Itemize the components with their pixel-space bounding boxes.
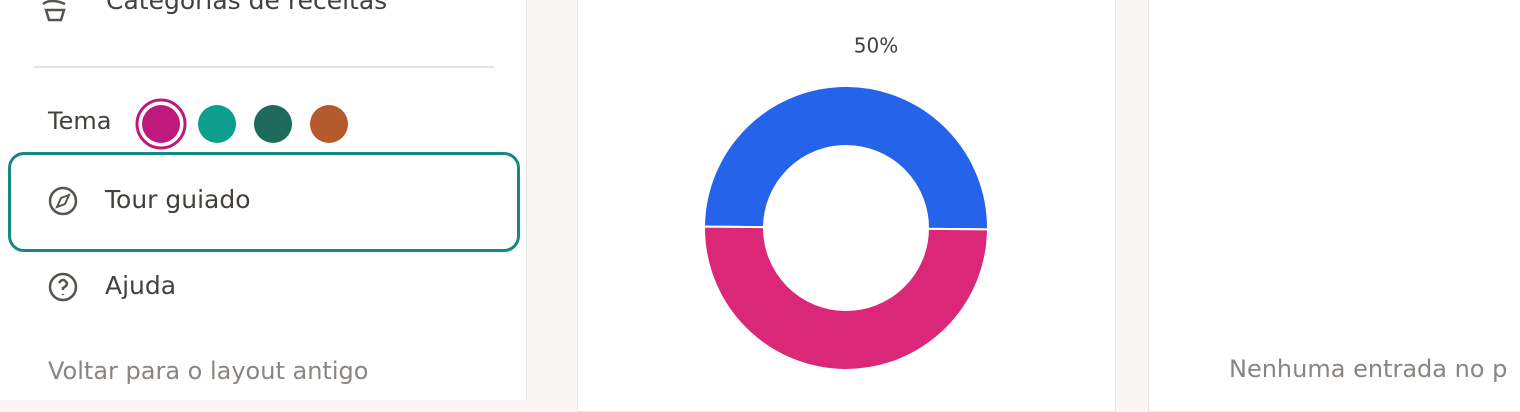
theme-selected-ring[interactable] <box>135 98 187 150</box>
overlay: 50% <box>42 0 990 371</box>
divider <box>33 66 494 68</box>
empty-message: Nenhuma entrada no p <box>1229 355 1508 383</box>
slice-label: 50% <box>854 34 898 58</box>
menu-item[interactable]: Tour guiado <box>105 185 251 214</box>
sidebar: Categorias de receitas Tema Tour guiado … <box>0 0 527 400</box>
theme-swatch[interactable] <box>254 105 292 143</box>
donut-slice <box>703 225 990 371</box>
compass-needle <box>55 193 71 209</box>
menu-item[interactable]: Categorias de receitas <box>106 0 388 15</box>
theme-swatch[interactable] <box>310 105 348 143</box>
help-icon <box>48 272 78 302</box>
icon <box>42 0 66 22</box>
compass-icon <box>48 186 78 216</box>
theme-swatch[interactable] <box>198 105 236 143</box>
link[interactable]: Voltar para o layout antigo <box>48 357 369 385</box>
menu-item[interactable]: Ajuda <box>105 271 177 300</box>
focused-item[interactable] <box>8 152 520 252</box>
empty-card <box>1148 0 1520 412</box>
donut-slice <box>702 85 989 231</box>
theme-label: Tema <box>48 107 112 135</box>
help-mark <box>57 278 69 295</box>
donut <box>702 85 990 371</box>
theme-swatch[interactable] <box>142 105 180 143</box>
